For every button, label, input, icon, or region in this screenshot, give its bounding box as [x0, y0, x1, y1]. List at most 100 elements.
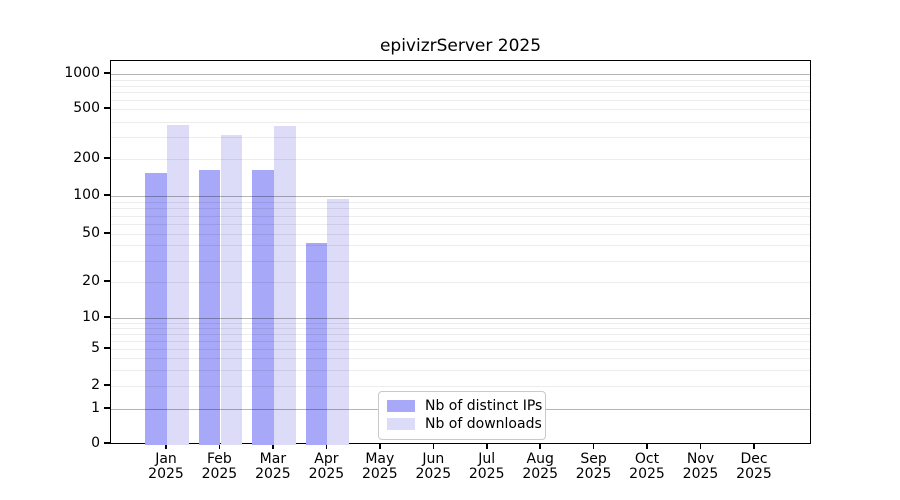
gridline-minor-200	[111, 159, 810, 161]
gridline-minor-800	[111, 85, 810, 87]
x-tick-label-year-sep: 2025	[575, 466, 612, 482]
gridline-minor-50	[111, 233, 810, 235]
x-tick-label-nov: Nov 2025	[669, 452, 733, 482]
gridline-minor-500	[111, 109, 810, 111]
y-tick-label-100: 100	[73, 187, 100, 204]
y-tick-label-200: 200	[73, 150, 100, 167]
x-tick-label-feb: Feb 2025	[187, 452, 251, 482]
y-tick-label-20: 20	[82, 272, 100, 289]
gridline-minor-20	[111, 281, 810, 283]
x-tick-label-year-feb: 2025	[201, 466, 238, 482]
x-tick-label-month-jan: Jan	[155, 451, 177, 467]
y-tick-mark-0	[104, 442, 110, 444]
x-tick-label-jun: Jun 2025	[401, 452, 465, 482]
x-tick-label-jan: Jan 2025	[134, 452, 198, 482]
x-tick-mark-jul	[486, 444, 488, 449]
legend-item-distinct-ips: Nb of distinct IPs	[387, 397, 542, 415]
x-tick-label-sep: Sep 2025	[562, 452, 626, 482]
gridline-major-10	[111, 317, 810, 319]
x-tick-mark-feb	[218, 444, 221, 449]
x-tick-label-year-jan: 2025	[148, 466, 184, 482]
x-tick-label-jul: Jul 2025	[455, 452, 519, 482]
y-tick-label-0: 0	[91, 435, 100, 451]
gridline-minor-6	[111, 341, 810, 342]
x-tick-label-month-feb: Feb	[206, 451, 232, 467]
legend-label-downloads: Nb of downloads	[425, 416, 542, 432]
y-tick-mark-100	[104, 194, 110, 197]
x-tick-mark-oct	[646, 444, 648, 449]
chart-title: epivizrServer 2025	[379, 36, 542, 56]
x-tick-label-month-aug: Aug	[526, 451, 554, 467]
y-tick-label-500: 500	[73, 100, 100, 117]
gridline-minor-9	[111, 322, 810, 324]
gridline-minor-40	[111, 245, 810, 247]
gridline-minor-30	[111, 260, 810, 262]
y-tick-mark-500	[104, 107, 110, 110]
x-tick-label-dec: Dec 2025	[722, 452, 786, 482]
x-tick-mark-dec	[753, 444, 755, 449]
y-tick-label-1: 1	[91, 400, 100, 416]
x-tick-label-year-jul: 2025	[468, 466, 505, 482]
y-tick-mark-2	[104, 383, 110, 386]
x-tick-label-month-apr: Apr	[314, 451, 339, 467]
bars-layer	[111, 61, 810, 445]
x-tick-label-year-may: 2025	[361, 466, 398, 482]
y-tick-label-1000: 1000	[64, 65, 100, 82]
bar-nb-of-distinct-ips-jan-2025	[145, 172, 167, 445]
bar-nb-of-distinct-ips-feb-2025	[198, 169, 221, 445]
gridline-minor-400	[111, 121, 810, 123]
gridline-minor-60	[111, 223, 810, 225]
gridline-minor-600	[111, 100, 810, 102]
x-tick-label-year-jun: 2025	[415, 466, 452, 482]
y-tick-label-5: 5	[91, 340, 100, 357]
x-tick-label-apr: Apr 2025	[294, 452, 358, 482]
x-tick-label-aug: Aug 2025	[508, 452, 572, 482]
x-tick-label-month-mar: Mar	[259, 451, 287, 467]
x-tick-mark-may	[379, 444, 381, 449]
legend-item-downloads: Nb of downloads	[387, 415, 542, 433]
x-tick-label-year-mar: 2025	[255, 466, 291, 482]
gridline-minor-80	[111, 208, 810, 210]
y-tick-mark-1	[104, 407, 110, 409]
plot-area: Nb of distinct IPs Nb of downloads	[110, 60, 811, 445]
gridline-minor-900	[111, 79, 810, 81]
x-tick-mark-nov	[699, 444, 702, 449]
bar-nb-of-distinct-ips-apr-2025	[305, 242, 328, 445]
y-tick-label-10: 10	[82, 308, 100, 325]
y-tick-mark-1000	[104, 72, 110, 75]
gridline-minor-8	[111, 327, 810, 329]
x-tick-label-year-nov: 2025	[682, 466, 719, 482]
x-tick-mark-sep	[592, 444, 595, 449]
bar-nb-of-downloads-apr-2025	[327, 199, 350, 445]
x-tick-label-month-jun: Jun	[422, 451, 445, 467]
x-tick-label-month-jul: Jul	[478, 451, 496, 467]
gridline-minor-3	[111, 369, 810, 371]
y-tick-label-2: 2	[91, 376, 100, 393]
gridline-minor-70	[111, 215, 810, 217]
grid-layer	[111, 61, 810, 443]
x-tick-label-month-dec: Dec	[740, 451, 768, 467]
x-tick-label-year-oct: 2025	[629, 466, 665, 482]
x-tick-label-mar: Mar 2025	[241, 452, 305, 482]
gridline-minor-300	[111, 137, 810, 139]
x-tick-label-year-dec: 2025	[736, 466, 772, 482]
gridline-major-100	[111, 196, 810, 198]
bar-nb-of-downloads-mar-2025	[273, 125, 296, 445]
x-tick-mark-aug	[539, 444, 541, 449]
gridline-minor-7	[111, 334, 810, 335]
x-tick-mark-jun	[432, 444, 434, 449]
x-tick-label-may: May 2025	[348, 452, 412, 482]
x-tick-label-year-apr: 2025	[308, 466, 345, 482]
y-tick-mark-5	[104, 347, 110, 350]
y-tick-mark-20	[104, 279, 110, 282]
bar-nb-of-downloads-jan-2025	[167, 125, 189, 445]
x-tick-mark-mar	[272, 444, 274, 449]
x-tick-label-month-may: May	[365, 451, 395, 467]
gridline-major-1000	[111, 74, 810, 76]
x-tick-mark-jan	[165, 444, 167, 449]
gridline-minor-700	[111, 92, 810, 94]
x-tick-label-month-nov: Nov	[686, 451, 715, 467]
x-tick-label-oct: Oct 2025	[615, 452, 679, 482]
legend-swatch-downloads	[387, 418, 415, 430]
